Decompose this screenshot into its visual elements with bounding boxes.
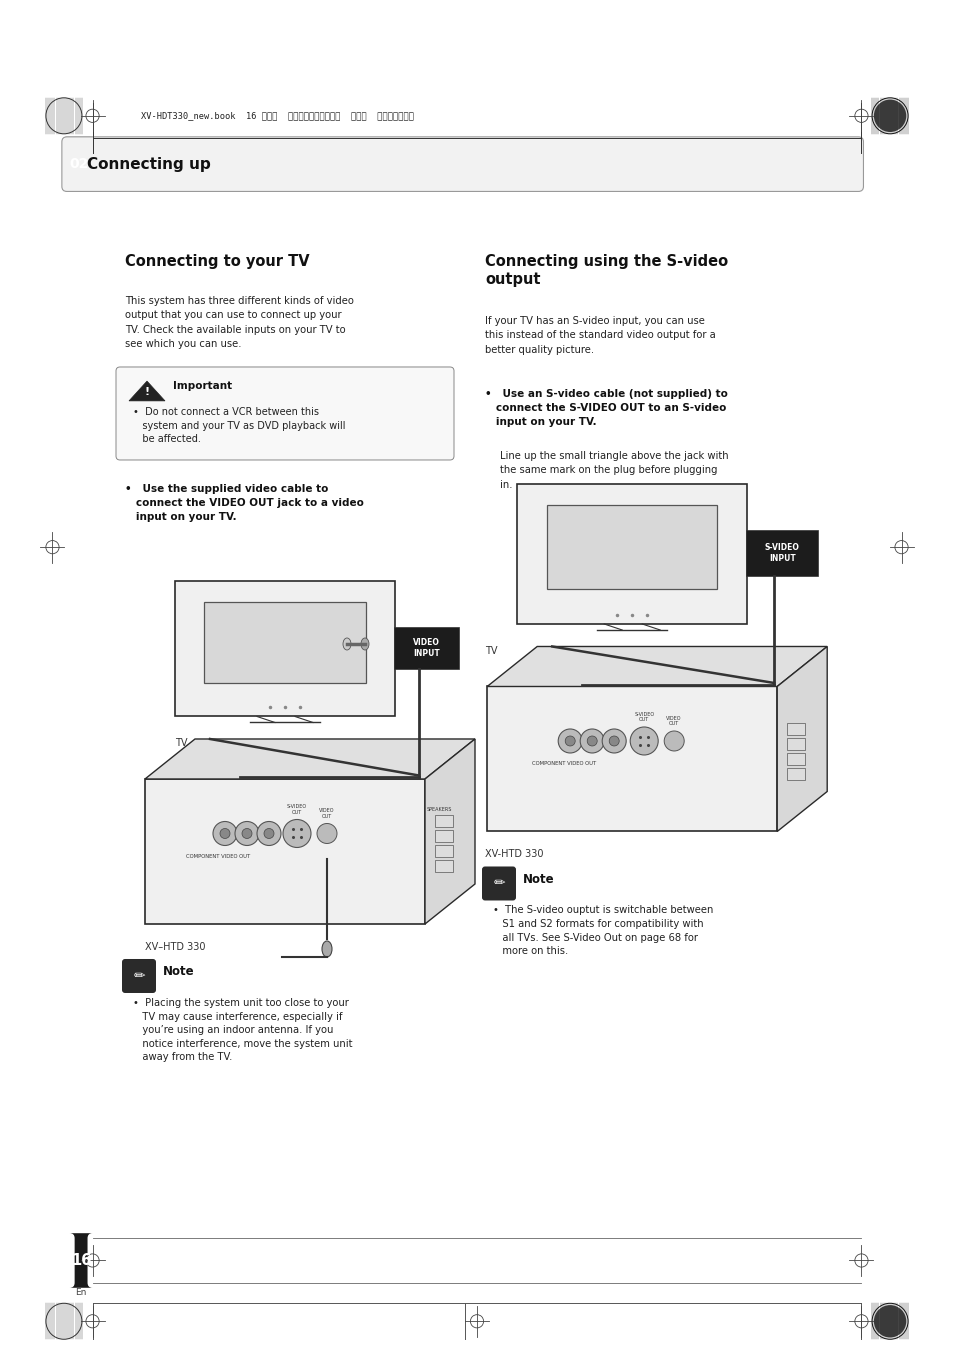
FancyBboxPatch shape	[481, 866, 516, 901]
Bar	[487, 686, 777, 831]
Text: ✏: ✏	[133, 969, 145, 984]
Text: This system has three different kinds of video
output that you can use to connec: This system has three different kinds of…	[125, 296, 354, 349]
Bar	[786, 767, 804, 780]
Polygon shape	[487, 647, 826, 686]
Circle shape	[234, 821, 258, 846]
Bar	[435, 816, 453, 828]
Text: S-VIDEO
OUT: S-VIDEO OUT	[634, 712, 654, 723]
Bar	[745, 530, 818, 576]
Text: XV-HDT330_new.book  16 ページ  ２００３年１月１６日  木曜日  午後４時１２分: XV-HDT330_new.book 16 ページ ２００３年１月１６日 木曜日…	[141, 111, 414, 120]
Ellipse shape	[322, 942, 332, 957]
Text: •   ​Use an S-video cable (not supplied) to
   ​connect the S-VIDEO OUT to an S-: • ​Use an S-video cable (not supplied) t…	[484, 389, 727, 427]
Text: TV: TV	[484, 646, 497, 657]
Ellipse shape	[343, 638, 351, 650]
Text: Important: Important	[172, 381, 232, 390]
Circle shape	[316, 824, 336, 843]
Text: S-VIDEO
OUT: S-VIDEO OUT	[287, 804, 307, 815]
Bar	[786, 738, 804, 750]
Text: 02: 02	[69, 157, 89, 172]
Text: SPEAKERS: SPEAKERS	[427, 807, 452, 812]
Circle shape	[873, 100, 905, 132]
Text: S-VIDEO
INPUT: S-VIDEO INPUT	[764, 543, 799, 562]
FancyBboxPatch shape	[65, 136, 92, 192]
Circle shape	[663, 731, 683, 751]
Text: Note: Note	[522, 873, 554, 886]
Text: Note: Note	[163, 966, 194, 978]
Polygon shape	[145, 739, 475, 780]
Bar	[786, 753, 804, 765]
Text: •  Do not connect a VCR between this
   system and your TV as DVD playback will
: • Do not connect a VCR between this syst…	[132, 407, 345, 444]
FancyBboxPatch shape	[116, 367, 454, 459]
Bar	[145, 780, 424, 924]
Circle shape	[873, 1305, 905, 1337]
Bar	[174, 581, 395, 716]
Bar	[517, 484, 746, 624]
Text: XV–HTD 330: XV–HTD 330	[145, 942, 205, 952]
Text: COMPONENT VIDEO OUT: COMPONENT VIDEO OUT	[186, 854, 250, 859]
Text: •  Placing the system unit too close to your
   TV may cause interference, espec: • Placing the system unit too close to y…	[132, 998, 352, 1062]
Text: ✏: ✏	[493, 877, 504, 890]
Text: •   ​Use the supplied video cable to
   ​connect the VIDEO OUT jack to a video
 : • ​Use the supplied video cable to ​conn…	[125, 484, 363, 521]
Circle shape	[601, 730, 625, 753]
Circle shape	[609, 736, 618, 746]
Circle shape	[220, 828, 230, 839]
Text: Connecting to your TV: Connecting to your TV	[125, 254, 310, 269]
FancyBboxPatch shape	[70, 1233, 92, 1288]
Circle shape	[213, 821, 236, 846]
Polygon shape	[424, 739, 475, 924]
Text: •  The S-video ouptut is switchable between
   S1 and S2 formats for compatibili: • The S-video ouptut is switchable betwe…	[493, 905, 713, 957]
FancyBboxPatch shape	[62, 136, 862, 192]
Text: !: !	[144, 386, 150, 397]
Circle shape	[564, 736, 575, 746]
Text: TV: TV	[174, 739, 188, 748]
Text: En: En	[75, 1289, 87, 1297]
Text: VIDEO
INPUT: VIDEO INPUT	[413, 638, 439, 658]
Text: VIDEO
OUT: VIDEO OUT	[666, 716, 681, 727]
Circle shape	[579, 730, 603, 753]
Circle shape	[630, 727, 658, 755]
FancyBboxPatch shape	[122, 959, 156, 993]
Text: XV-HTD 330: XV-HTD 330	[484, 850, 543, 859]
Circle shape	[283, 820, 311, 847]
Bar	[435, 846, 453, 858]
Text: VIDEO
OUT: VIDEO OUT	[319, 808, 335, 819]
Ellipse shape	[360, 638, 369, 650]
Polygon shape	[777, 647, 826, 831]
Circle shape	[256, 821, 281, 846]
Circle shape	[264, 828, 274, 839]
Bar	[203, 601, 366, 682]
Text: 16: 16	[71, 1252, 91, 1269]
Bar	[435, 861, 453, 873]
Text: If your TV has an S-video input, you can use
this instead of the standard video : If your TV has an S-video input, you can…	[484, 316, 715, 355]
Text: Connecting up: Connecting up	[87, 157, 211, 172]
Polygon shape	[129, 381, 165, 401]
Circle shape	[558, 730, 581, 753]
Bar	[546, 505, 717, 589]
Text: Connecting using the S-video
output: Connecting using the S-video output	[484, 254, 727, 286]
Text: Line up the small triangle above the jack with
the same mark on the plug before : Line up the small triangle above the jac…	[499, 451, 728, 490]
Bar	[394, 627, 458, 669]
Bar	[786, 723, 804, 735]
Text: COMPONENT VIDEO OUT: COMPONENT VIDEO OUT	[532, 762, 596, 766]
Bar	[435, 831, 453, 843]
Circle shape	[587, 736, 597, 746]
Circle shape	[242, 828, 252, 839]
